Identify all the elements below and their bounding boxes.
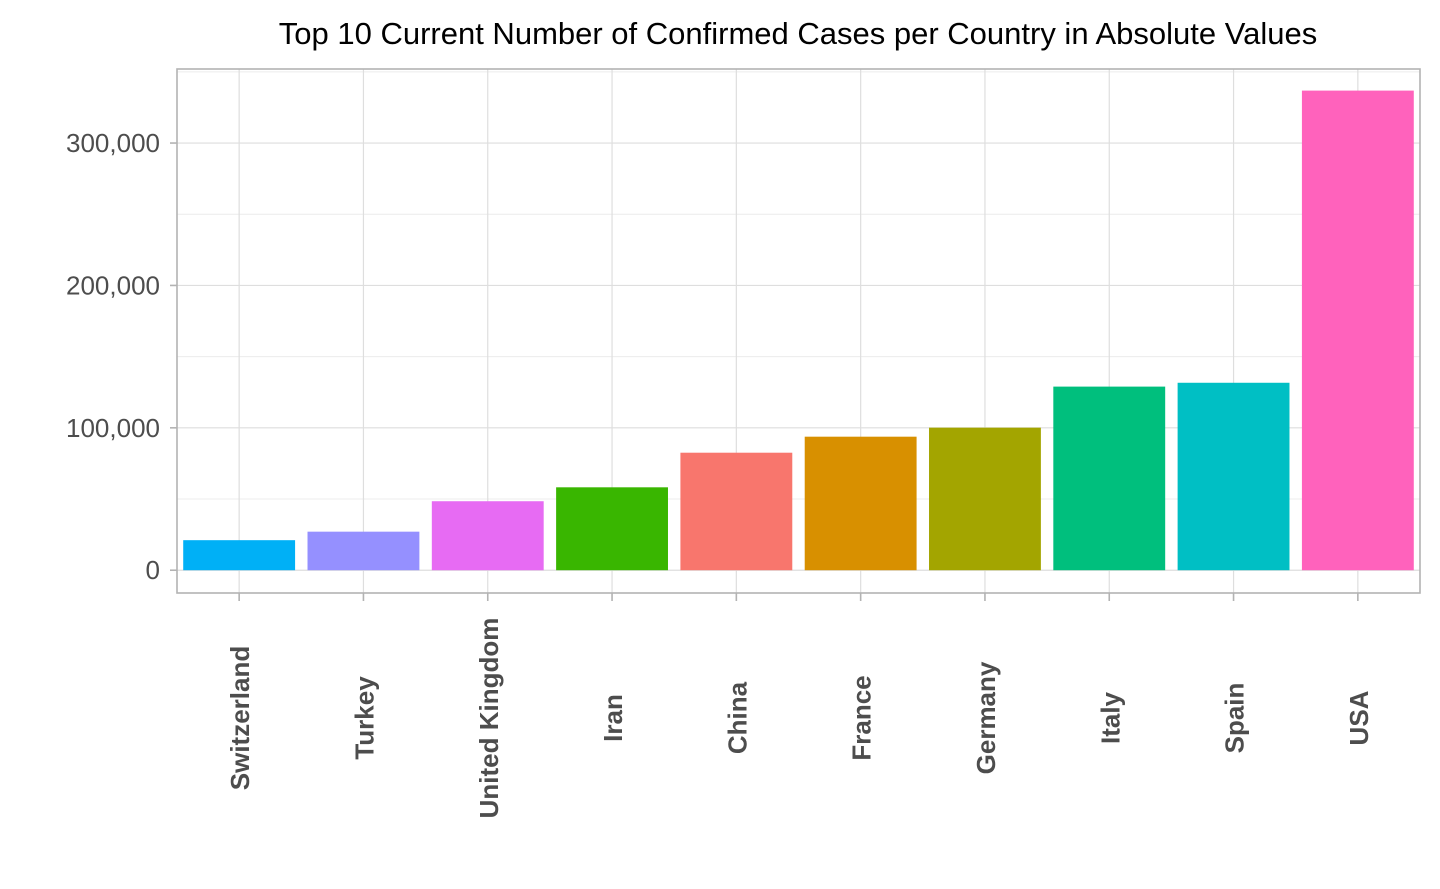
y-tick-label: 200,000 bbox=[66, 270, 160, 300]
bar-germany bbox=[929, 427, 1041, 571]
bar-switzerland bbox=[183, 540, 296, 571]
chart-title: Top 10 Current Number of Confirmed Cases… bbox=[279, 16, 1317, 51]
x-tick-label: China bbox=[722, 681, 752, 754]
bar-iran bbox=[556, 487, 668, 571]
x-tick-label: Turkey bbox=[349, 676, 379, 760]
plot-panel-border bbox=[176, 68, 1421, 594]
x-tick-label: Switzerland bbox=[225, 646, 255, 790]
x-tick-label: Iran bbox=[598, 694, 628, 742]
bar-italy bbox=[1053, 386, 1166, 571]
x-axis: Switzerland Turkey United Kingdom Iran China… bbox=[225, 593, 1374, 818]
bar-usa bbox=[1301, 90, 1414, 571]
bar-spain bbox=[1177, 382, 1290, 571]
x-tick-label: Italy bbox=[1095, 691, 1125, 744]
y-tick-label: 300,000 bbox=[66, 128, 160, 158]
bar-united-kingdom bbox=[431, 501, 544, 571]
x-tick-label: France bbox=[847, 675, 877, 760]
x-tick-label: United Kingdom bbox=[474, 618, 504, 819]
bar-turkey bbox=[307, 531, 420, 571]
x-tick-label: USA bbox=[1344, 690, 1374, 745]
bar-china bbox=[680, 452, 793, 571]
bar-france bbox=[804, 436, 917, 571]
bars bbox=[183, 90, 1414, 571]
x-tick-label: Spain bbox=[1220, 683, 1250, 754]
y-tick-label: 0 bbox=[146, 555, 160, 585]
y-axis: 0 100,000 200,000 300,000 bbox=[66, 128, 177, 585]
y-tick-label: 100,000 bbox=[66, 413, 160, 443]
x-tick-label: Germany bbox=[971, 661, 1001, 774]
